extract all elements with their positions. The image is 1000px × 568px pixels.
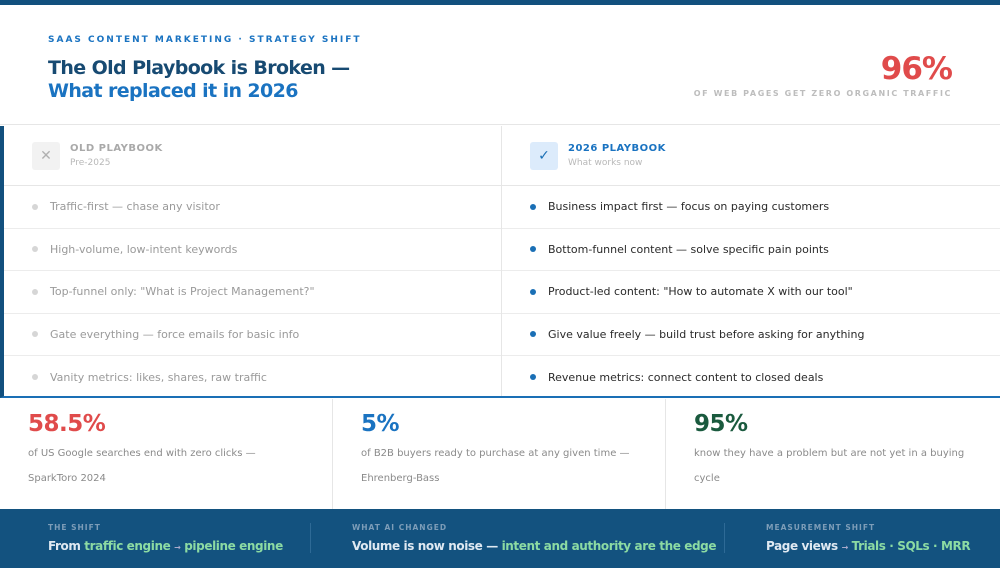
headline-stat-label: OF WEB PAGES GET ZERO ORGANIC TRAFFIC: [693, 89, 952, 98]
stat-value: 58.5%: [28, 411, 106, 437]
comparison-table: ✕ OLD PLAYBOOK Pre-2025 Traffic-first — …: [0, 126, 1000, 398]
old-playbook-header: ✕ OLD PLAYBOOK Pre-2025: [4, 126, 501, 186]
stat-card: 58.5% of US Google searches end with zer…: [0, 399, 333, 509]
ai-prefix: Volume is now noise —: [352, 539, 498, 553]
item-text: Vanity metrics: likes, shares, raw traff…: [50, 370, 267, 384]
top-accent-bar: [0, 0, 1000, 5]
header: SAAS CONTENT MARKETING · STRATEGY SHIFT …: [0, 5, 1000, 125]
measurement-text: Page views → Trials · SQLs · MRR: [766, 539, 971, 553]
item-text: Bottom-funnel content — solve specific p…: [548, 242, 829, 256]
stat-text: know they have a problem but are not yet…: [694, 448, 965, 484]
arrow-icon: →: [841, 543, 849, 552]
list-item: High-volume, low-intent keywords: [4, 229, 501, 271]
divider: [310, 523, 311, 553]
measurement-label: MEASUREMENT SHIFT: [766, 523, 876, 532]
ai-highlight: intent and authority are the edge: [501, 539, 717, 553]
list-item: Top-funnel only: "What is Project Manage…: [4, 271, 501, 314]
bullet-icon: [32, 374, 38, 381]
shift-label: THE SHIFT: [48, 523, 101, 532]
bullet-icon: [32, 246, 38, 253]
list-item: Business impact first — focus on paying …: [502, 186, 1000, 229]
list-item: Give value freely — build trust before a…: [502, 314, 1000, 356]
list-item: Product-led content: "How to automate X …: [502, 271, 1000, 314]
item-text: Top-funnel only: "What is Project Manage…: [50, 285, 315, 299]
item-text: Business impact first — focus on paying …: [548, 200, 830, 214]
old-playbook-subtitle: Pre-2025: [70, 158, 111, 168]
arrow-icon: →: [174, 543, 181, 552]
x-icon: ✕: [32, 142, 60, 170]
measurement-highlight: Trials · SQLs · MRR: [851, 539, 971, 553]
item-text: High-volume, low-intent keywords: [50, 242, 238, 256]
headline-stat: 96%: [880, 51, 953, 87]
bullet-icon: [530, 203, 536, 210]
new-playbook-column: ✓ 2026 PLAYBOOK What works now Business …: [502, 126, 1000, 396]
stat-value: 95%: [694, 411, 748, 437]
shift-from: traffic engine: [84, 539, 171, 553]
stat-text: of US Google searches end with zero clic…: [28, 448, 256, 484]
bullet-icon: [530, 331, 536, 338]
list-item: Vanity metrics: likes, shares, raw traff…: [4, 356, 501, 399]
eyebrow: SAAS CONTENT MARKETING · STRATEGY SHIFT: [48, 35, 362, 45]
page-subtitle: What replaced it in 2026: [48, 80, 299, 102]
footer: THE SHIFT From traffic engine → pipeline…: [0, 509, 1000, 568]
new-playbook-subtitle: What works now: [568, 158, 643, 168]
bullet-icon: [530, 288, 536, 295]
item-text: Give value freely — build trust before a…: [548, 327, 865, 341]
list-item: Bottom-funnel content — solve specific p…: [502, 229, 1000, 271]
shift-prefix: From: [48, 539, 81, 553]
check-icon: ✓: [530, 142, 558, 170]
bullet-icon: [530, 246, 536, 253]
stat-card: 5% of B2B buyers ready to purchase at an…: [333, 399, 666, 509]
bullet-icon: [32, 288, 38, 295]
shift-text: From traffic engine → pipeline engine: [48, 539, 283, 553]
item-text: Gate everything — force emails for basic…: [50, 327, 300, 341]
ai-label: WHAT AI CHANGED: [352, 523, 448, 532]
stat-card: 95% know they have a problem but are not…: [666, 399, 999, 509]
bullet-icon: [530, 374, 536, 381]
new-playbook-title: 2026 PLAYBOOK: [568, 143, 666, 154]
measurement-prefix: Page views: [766, 539, 838, 553]
stat-text: of B2B buyers ready to purchase at any g…: [361, 448, 630, 484]
list-item: Gate everything — force emails for basic…: [4, 314, 501, 356]
shift-to: pipeline engine: [184, 539, 283, 553]
bullet-icon: [32, 203, 38, 210]
stat-value: 5%: [361, 411, 400, 437]
ai-text: Volume is now noise — intent and authori…: [352, 539, 716, 553]
item-text: Revenue metrics: connect content to clos…: [548, 370, 824, 384]
list-item: Traffic-first — chase any visitor: [4, 186, 501, 229]
page-title: The Old Playbook is Broken —: [48, 57, 350, 79]
divider: [724, 523, 725, 553]
list-item: Revenue metrics: connect content to clos…: [502, 356, 1000, 399]
item-text: Product-led content: "How to automate X …: [548, 285, 853, 299]
item-text: Traffic-first — chase any visitor: [50, 200, 220, 214]
bullet-icon: [32, 331, 38, 338]
old-playbook-title: OLD PLAYBOOK: [70, 143, 163, 154]
old-playbook-column: ✕ OLD PLAYBOOK Pre-2025 Traffic-first — …: [4, 126, 502, 396]
stats-row: 58.5% of US Google searches end with zer…: [0, 399, 1000, 509]
new-playbook-header: ✓ 2026 PLAYBOOK What works now: [502, 126, 1000, 186]
